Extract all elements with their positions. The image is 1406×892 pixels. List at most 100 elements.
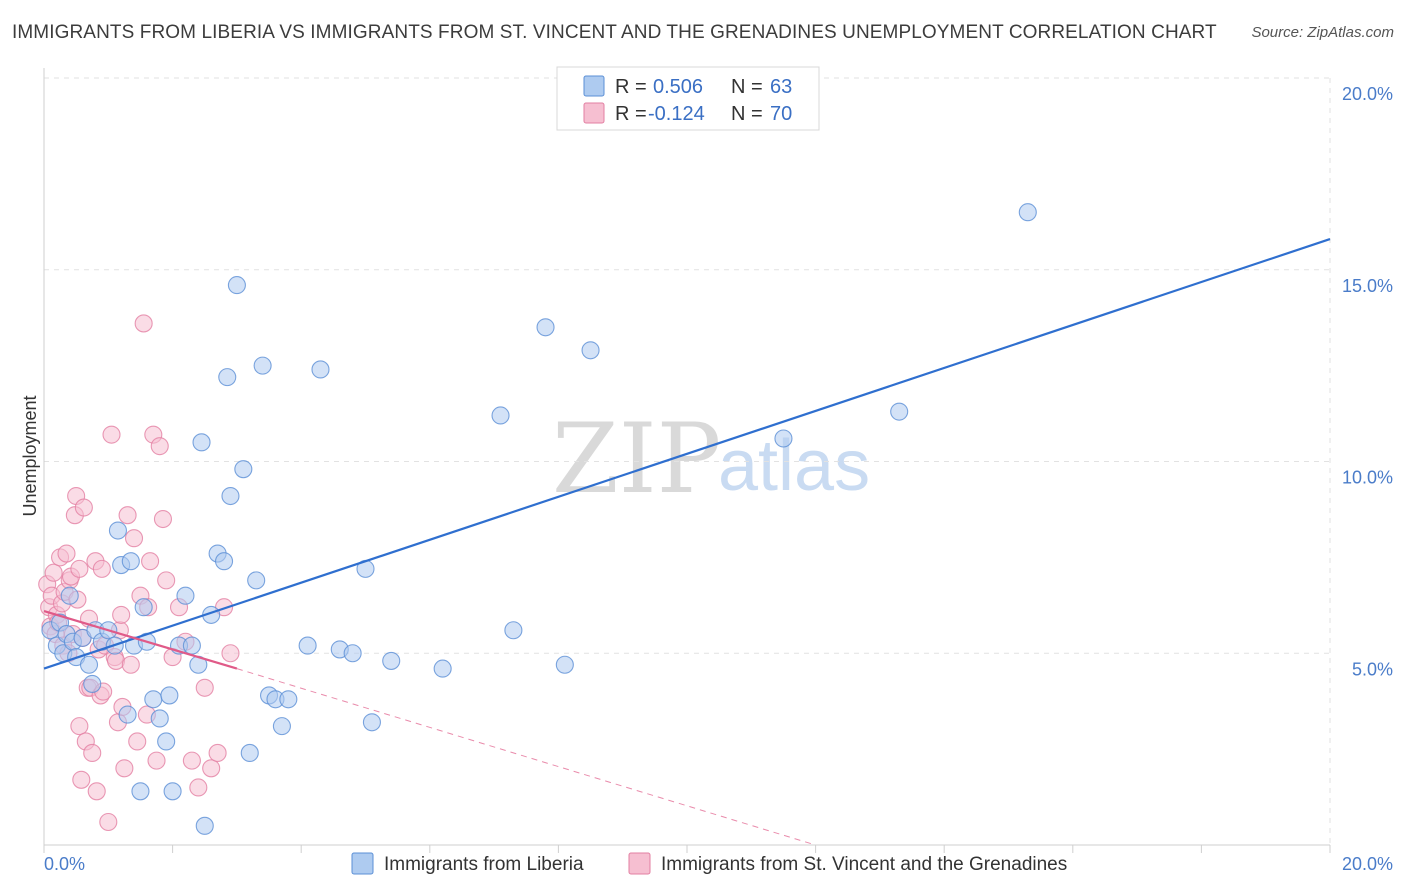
liberia-point-37	[218, 368, 237, 387]
liberia-trend-line	[43, 238, 1331, 670]
liberia-point-33	[195, 816, 214, 835]
stvincent-point-12	[57, 544, 76, 563]
stvincent-trend-extension	[236, 668, 816, 846]
liberia-point-57	[504, 621, 523, 640]
stvincent-point-21	[70, 717, 89, 736]
stvincent-point-40	[106, 651, 126, 670]
bottom-legend-label-stvincent: Immigrants from St. Vincent and the Gren…	[661, 854, 1067, 875]
watermark-zip: ZIP	[552, 403, 721, 515]
legend-r-value-pink: -0.124	[648, 103, 705, 125]
stvincent-point-57	[150, 437, 169, 456]
liberia-point-47	[279, 690, 298, 709]
bottom-legend-label-liberia: Immigrants from Liberia	[384, 854, 584, 875]
stvincent-point-63	[182, 751, 201, 770]
stvincent-point-22	[72, 770, 91, 789]
legend-swatch-pink	[583, 102, 605, 124]
stvincent-point-58	[153, 509, 173, 529]
y-axis-tick-labels: 5.0% 10.0% 15.0% 20.0%	[1342, 84, 1393, 679]
legend-n-label-blue: N =	[731, 76, 763, 98]
stvincent-point-69	[221, 644, 240, 663]
y-tick-label-10: 10.0%	[1342, 468, 1393, 488]
liberia-point-40	[234, 460, 253, 479]
stvincent-point-46	[118, 506, 137, 525]
stvincent-point-20	[70, 559, 89, 578]
liberia-point-59	[555, 655, 574, 674]
liberia-point-15	[108, 521, 127, 540]
stvincent-point-45	[115, 759, 134, 778]
liberia-point-29	[176, 586, 195, 605]
watermark: ZIP atlas	[552, 403, 870, 515]
stvincent-point-49	[128, 732, 147, 751]
liberia-point-62	[890, 402, 909, 421]
y-tick-label-20: 20.0%	[1342, 84, 1393, 104]
liberia-point-36	[214, 552, 234, 571]
liberia-point-55	[433, 659, 452, 678]
x-axis-ticks	[43, 845, 1331, 853]
liberia-point-49	[311, 360, 330, 379]
x-tick-label-max: 20.0%	[1342, 854, 1393, 874]
liberia-point-63	[1018, 203, 1037, 222]
liberia-point-60	[581, 341, 600, 360]
stvincent-point-59	[157, 571, 176, 590]
liberia-point-10	[83, 674, 102, 693]
stvincent-point-47	[121, 655, 140, 674]
series-legend: Immigrants from Liberia Immigrants from …	[351, 852, 1067, 875]
legend-n-label-pink: N =	[731, 103, 763, 125]
legend-r-value-blue: 0.506	[653, 76, 703, 98]
series-liberia-points	[41, 203, 1037, 835]
liberia-point-21	[134, 598, 153, 617]
bottom-legend-swatch-blue	[351, 852, 374, 875]
legend-swatch-blue	[583, 75, 605, 97]
stvincent-point-31	[87, 782, 106, 801]
liberia-point-41	[240, 743, 259, 763]
liberia-point-32	[192, 433, 211, 452]
stvincent-point-24	[74, 498, 93, 517]
stvincent-point-43	[112, 605, 131, 624]
liberia-point-46	[272, 717, 291, 736]
stvincent-point-34	[92, 559, 111, 578]
correlation-legend: R = 0.506 N = 63 R = -0.124 N = 70	[556, 66, 820, 131]
stvincent-point-48	[124, 529, 144, 548]
series-stvincent-points	[38, 314, 240, 832]
legend-r-label-blue: R =	[615, 76, 647, 98]
stvincent-point-65	[195, 678, 214, 697]
liberia-point-51	[343, 644, 362, 663]
liberia-point-9	[79, 655, 99, 674]
liberia-point-56	[491, 406, 510, 425]
liberia-point-53	[362, 713, 381, 732]
legend-r-label-pink: R =	[615, 103, 647, 125]
liberia-point-30	[182, 636, 201, 655]
bottom-legend-swatch-pink	[628, 852, 651, 875]
stvincent-point-64	[189, 778, 208, 797]
source-label: Source: ZipAtlas.com	[1251, 24, 1394, 41]
stvincent-point-56	[147, 751, 166, 770]
y-axis-label: Unemployment	[20, 395, 40, 516]
liberia-point-38	[221, 486, 240, 506]
liberia-point-26	[160, 686, 179, 705]
liberia-point-25	[157, 732, 176, 751]
liberia-point-42	[247, 571, 266, 590]
stvincent-trend-line	[43, 610, 238, 670]
x-tick-label-min: 0.0%	[44, 854, 85, 874]
liberia-point-54	[382, 651, 401, 670]
stvincent-point-54	[141, 552, 160, 571]
y-tick-label-15: 15.0%	[1342, 276, 1393, 296]
legend-n-value-blue: 63	[770, 76, 792, 98]
grid-lines	[44, 77, 1331, 845]
liberia-point-61	[774, 429, 793, 448]
liberia-point-27	[163, 782, 182, 801]
watermark-atlas: atlas	[718, 426, 870, 506]
liberia-point-17	[118, 705, 137, 724]
stvincent-point-37	[99, 812, 118, 832]
stvincent-point-38	[102, 425, 121, 444]
liberia-point-20	[131, 782, 150, 801]
liberia-point-5	[60, 586, 79, 605]
chart-title: IMMIGRANTS FROM LIBERIA VS IMMIGRANTS FR…	[12, 22, 1217, 43]
liberia-point-58	[536, 318, 555, 337]
y-tick-label-5: 5.0%	[1352, 659, 1393, 679]
liberia-point-39	[227, 276, 246, 295]
stvincent-point-66	[202, 759, 221, 778]
liberia-point-48	[298, 636, 317, 655]
legend-n-value-pink: 70	[770, 103, 792, 125]
